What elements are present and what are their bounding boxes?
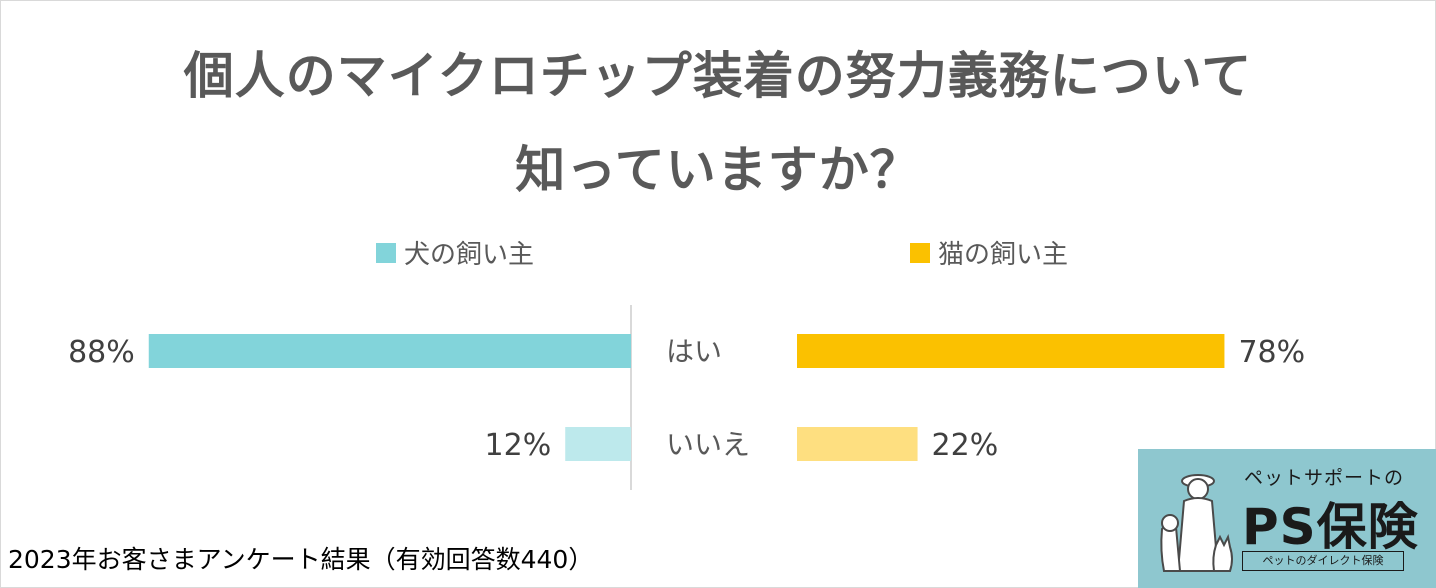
legend-label-cat: 猫の飼い主	[938, 240, 1069, 270]
logo-subtitle: ペットサポートの	[1244, 467, 1405, 489]
legend-item-dog: 犬の飼い主	[376, 234, 534, 271]
category-label: いいえ	[666, 428, 750, 461]
legend-swatch-dog	[376, 242, 396, 263]
legend-label-dog: 犬の飼い主	[404, 240, 535, 270]
bar-cat	[797, 334, 1225, 368]
logo-name: PS保険	[1242, 498, 1419, 556]
data-label-cat: 78%	[1238, 335, 1305, 370]
chart-title-line1: 個人のマイクロチップ装着の努力義務について	[183, 47, 1253, 105]
ps-insurance-logo: ペットサポートの PS保険 ペットのダイレクト保険	[1138, 449, 1436, 588]
category-label: はい	[666, 335, 722, 368]
chart-title-line2: 知っていますか？	[515, 141, 921, 199]
data-label-dog: 12%	[485, 428, 552, 463]
data-label-cat: 22%	[932, 428, 999, 463]
legend-item-cat: 猫の飼い主	[910, 234, 1068, 271]
legend-swatch-cat	[910, 242, 930, 263]
data-label-dog: 88%	[68, 335, 135, 370]
bar-dog	[148, 334, 631, 368]
bar-cat	[797, 427, 918, 461]
survey-footnote: 2023年お客さまアンケート結果（有効回答数440）	[8, 545, 594, 574]
logo-tagline: ペットのダイレクト保険	[1242, 551, 1404, 571]
person-with-dog-and-cat-icon	[1160, 474, 1233, 572]
bar-dog	[565, 427, 631, 461]
